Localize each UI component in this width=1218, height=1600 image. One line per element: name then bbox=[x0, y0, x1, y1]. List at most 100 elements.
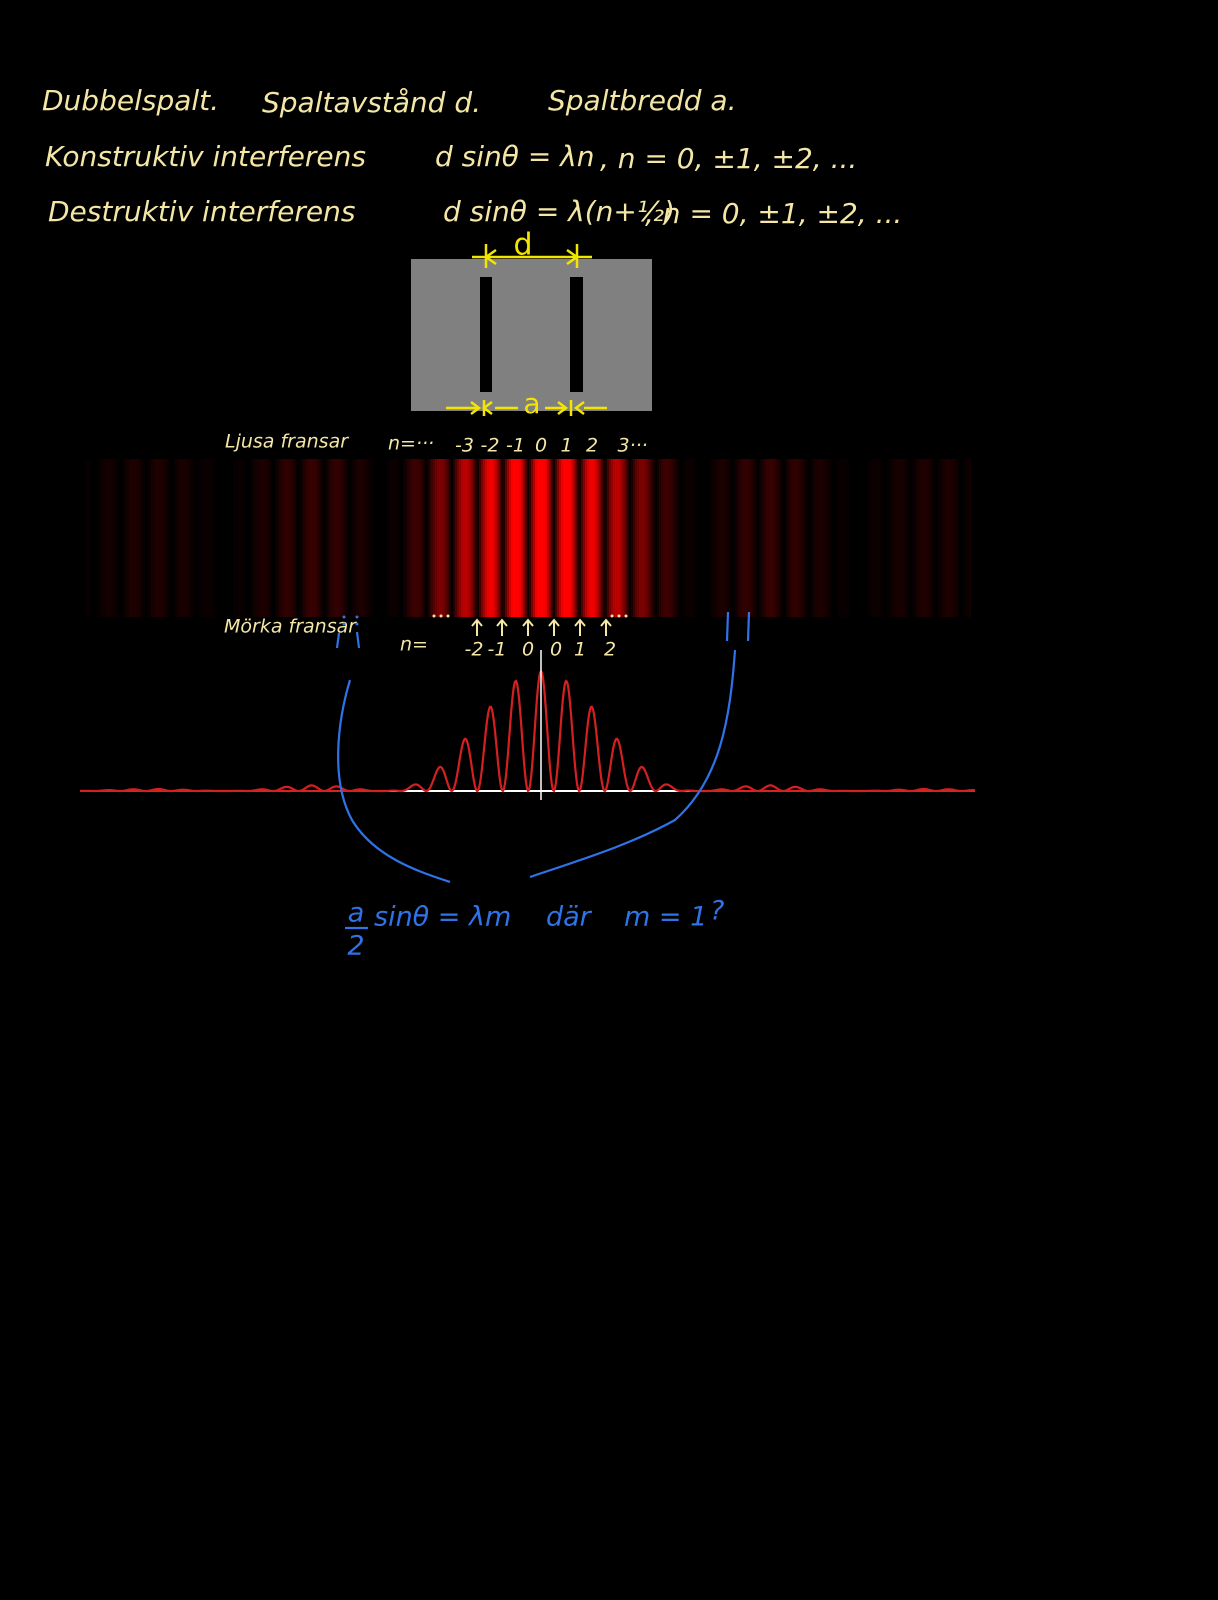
fringe-strip bbox=[509, 459, 512, 617]
dark-arrows bbox=[471, 618, 612, 636]
bright-order: -3 bbox=[455, 435, 474, 457]
fringe-strip bbox=[641, 459, 644, 617]
fringe-strip bbox=[419, 459, 422, 617]
fringe-strip bbox=[619, 459, 622, 617]
fringe-strip bbox=[445, 459, 448, 617]
fringe-strip bbox=[593, 459, 596, 617]
fringe-strip bbox=[693, 459, 695, 617]
fringe-strip bbox=[781, 459, 783, 617]
fringe-strip bbox=[669, 459, 672, 617]
fringe-strip bbox=[751, 459, 754, 617]
fringe-strip bbox=[729, 459, 731, 617]
fringe-strip bbox=[601, 459, 604, 617]
destructive-formula: d sinθ = λ(n+½) bbox=[443, 195, 675, 228]
fringe-strip bbox=[471, 459, 474, 617]
fringe-strip bbox=[469, 459, 472, 617]
fringe-strip bbox=[341, 459, 344, 617]
fringe-strip bbox=[527, 459, 529, 617]
fringe-strip bbox=[517, 459, 520, 617]
fringe-strip bbox=[151, 459, 154, 617]
fringe-strip bbox=[183, 459, 186, 617]
fringe-strip bbox=[649, 459, 652, 617]
arrow bbox=[471, 618, 483, 636]
fringe-strip bbox=[747, 459, 750, 617]
fringe-strip bbox=[147, 459, 149, 617]
fringe-strip bbox=[87, 459, 89, 617]
fringe-strip bbox=[945, 459, 948, 617]
fringe-strip bbox=[603, 459, 606, 617]
fringe-strip bbox=[815, 459, 818, 617]
fringe-strip bbox=[915, 459, 918, 617]
destructive-range: , n = 0, ±1, ±2, ... bbox=[645, 197, 902, 230]
single-slit-formula: sinθ = λm bbox=[374, 902, 511, 933]
fringe-strip bbox=[357, 459, 360, 617]
fringe-strip bbox=[203, 459, 206, 617]
fringe-strip bbox=[561, 459, 564, 617]
fringe-strip bbox=[211, 459, 213, 617]
fringe-strip bbox=[719, 459, 722, 617]
blue-dots bbox=[342, 615, 359, 626]
fringe-strip bbox=[847, 459, 849, 617]
fringe-strip bbox=[529, 459, 532, 617]
heading-part: Dubbelspalt. bbox=[42, 84, 219, 117]
fringe-strip bbox=[551, 459, 554, 617]
slit-plate bbox=[411, 259, 652, 411]
fringe-strip bbox=[275, 459, 278, 617]
fringe-strip bbox=[589, 459, 592, 617]
fringe-strip bbox=[327, 459, 330, 617]
dimension-arrows bbox=[446, 244, 607, 416]
fringe-strip bbox=[581, 459, 584, 617]
fringe-strip bbox=[895, 459, 898, 617]
fringe-strip bbox=[389, 459, 391, 617]
dark-order: 1 bbox=[574, 639, 586, 661]
fringe-strip bbox=[659, 459, 662, 617]
fringe-strip bbox=[459, 459, 462, 617]
fringe-strip bbox=[615, 459, 618, 617]
fringe-strip bbox=[173, 459, 175, 617]
fringe-strip bbox=[547, 459, 550, 617]
fringe-strip bbox=[733, 459, 735, 617]
fringe-strip bbox=[127, 459, 130, 617]
fringe-strip bbox=[803, 459, 806, 617]
fringe-strip bbox=[417, 459, 420, 617]
fringe-strip bbox=[365, 459, 368, 617]
fringe-strip bbox=[637, 459, 640, 617]
fringe-strip bbox=[873, 459, 876, 617]
fringe-strip bbox=[193, 459, 195, 617]
fringe-strip bbox=[817, 459, 820, 617]
fringe-strip bbox=[135, 459, 138, 617]
fringe-strip bbox=[97, 459, 99, 617]
fringe-strip bbox=[139, 459, 142, 617]
fringe-strip bbox=[921, 459, 924, 617]
arrow bbox=[548, 618, 560, 636]
fringe-strip bbox=[155, 459, 158, 617]
fringe-strip bbox=[313, 459, 316, 617]
fringe-strip bbox=[739, 459, 742, 617]
fringe-strip bbox=[525, 459, 528, 617]
fringe-strip bbox=[875, 459, 878, 617]
fringe-strip bbox=[559, 459, 562, 617]
arrow bbox=[574, 618, 586, 636]
fringe-strip bbox=[103, 459, 106, 617]
fringe-strip bbox=[573, 459, 576, 617]
fringe-strip bbox=[539, 459, 542, 617]
slit bbox=[480, 277, 492, 392]
fringe-strip bbox=[881, 459, 883, 617]
bright-orders: -3 -2 -1 0 1 2 3··· bbox=[455, 435, 648, 457]
fringe-strip bbox=[315, 459, 318, 617]
fringe-strip bbox=[867, 459, 869, 617]
bright-order: 2 bbox=[586, 435, 598, 457]
fringe-strip bbox=[479, 459, 482, 617]
fringe-strip bbox=[209, 459, 211, 617]
fringe-strip bbox=[325, 459, 327, 617]
fringe-strip bbox=[99, 459, 101, 617]
question-mark: ? bbox=[710, 896, 724, 927]
constructive-range: , n = 0, ±1, ±2, ... bbox=[600, 142, 857, 175]
fringe-strip bbox=[825, 459, 828, 617]
fringe-strip bbox=[505, 459, 508, 617]
fringe-strip bbox=[241, 459, 243, 617]
fringe-strip bbox=[265, 459, 268, 617]
dark-order: 0 bbox=[550, 639, 562, 661]
fringe-strip bbox=[443, 459, 446, 617]
